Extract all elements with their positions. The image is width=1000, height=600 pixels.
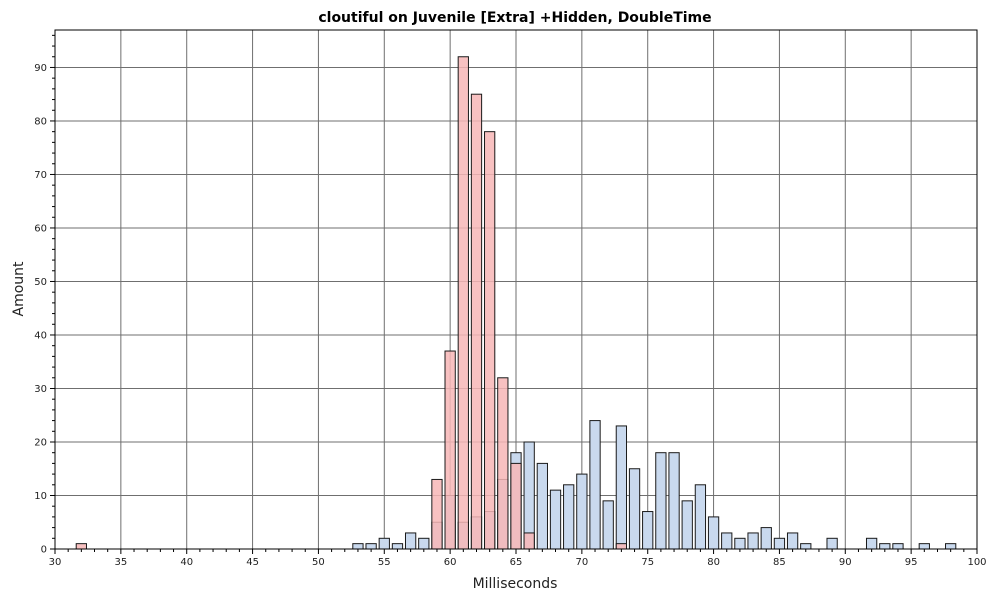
x-tick-label: 85	[773, 557, 786, 568]
y-tick-label: 40	[34, 330, 47, 341]
bar-series-1	[497, 377, 509, 550]
bar-series-0	[536, 462, 548, 550]
x-tick-label: 90	[839, 557, 852, 568]
bar-series-0	[826, 537, 838, 550]
bar-series-0	[418, 537, 430, 550]
bar-series-0	[642, 511, 654, 550]
bar-series-0	[563, 484, 575, 550]
y-tick-label: 20	[34, 437, 47, 448]
bar-series-0	[945, 543, 957, 550]
bar-series-0	[378, 537, 390, 550]
y-tick-label: 70	[34, 170, 47, 181]
bar-series-0	[365, 543, 377, 550]
x-tick-label: 35	[114, 557, 127, 568]
bar-series-0	[628, 468, 641, 550]
y-axis-label: Amount	[11, 261, 27, 317]
bar-series-0	[760, 527, 772, 550]
x-tick-label: 65	[510, 557, 523, 568]
bar-series-0	[707, 516, 720, 550]
bar-series-0	[773, 537, 786, 550]
bar-series-1	[457, 56, 469, 550]
y-tick-label: 90	[34, 63, 47, 74]
y-tick-label: 30	[34, 384, 47, 395]
y-tick-label: 60	[34, 223, 47, 234]
x-tick-label: 50	[312, 557, 325, 568]
bar-series-0	[879, 543, 891, 550]
bar-series-0	[352, 543, 364, 550]
x-tick-label: 30	[49, 557, 62, 568]
bar-series-1	[75, 543, 87, 550]
x-tick-label: 80	[707, 557, 720, 568]
bar-series-0	[786, 532, 799, 550]
x-tick-label: 55	[378, 557, 391, 568]
bar-series-0	[602, 500, 614, 550]
x-tick-label: 95	[905, 557, 918, 568]
axis-ticks: 30 35 40 45 50 55 60 65 70 75 80 85 90 95 100 0 10 20 30 40…	[34, 34, 987, 568]
y-tick-label: 50	[34, 277, 47, 288]
y-tick-label: 10	[34, 491, 47, 502]
y-tick-label: 0	[41, 545, 47, 556]
bar-series-0	[800, 543, 812, 550]
x-tick-label: 40	[180, 557, 193, 568]
bar-series-0	[391, 543, 404, 550]
bar-series-0	[721, 532, 733, 550]
bar-series-0	[892, 543, 904, 550]
bar-series-1	[431, 478, 443, 550]
x-tick-label: 45	[246, 557, 259, 568]
bar-series-0	[865, 537, 878, 550]
x-tick-label: 60	[444, 557, 457, 568]
bar-series-0	[655, 452, 667, 550]
bar-series-0	[576, 473, 588, 550]
bar-series-1	[615, 543, 628, 550]
bar-series-0	[918, 543, 930, 550]
bar-series-0	[668, 452, 680, 550]
bar-series-0	[615, 425, 628, 550]
bar-series-0	[549, 489, 562, 550]
x-axis-label: Milliseconds	[473, 576, 558, 592]
bar-series-1	[470, 93, 483, 550]
bar-series-0	[747, 532, 759, 550]
bar-series-0	[681, 500, 693, 550]
x-tick-label: 75	[641, 557, 654, 568]
bars	[75, 56, 957, 550]
bar-series-0	[694, 484, 707, 550]
bar-series-0	[734, 537, 746, 550]
x-tick-label: 70	[575, 557, 588, 568]
bar-series-1	[484, 131, 496, 550]
chart-title: cloutiful on Juvenile [Extra] +Hidden, D…	[318, 10, 711, 26]
bar-series-1	[523, 532, 535, 550]
bar-series-0	[589, 420, 601, 550]
bar-series-0	[404, 532, 417, 550]
bar-series-1	[510, 462, 522, 550]
x-tick-label: 100	[967, 557, 986, 568]
y-tick-label: 80	[34, 116, 47, 127]
bar-series-1	[444, 350, 456, 550]
